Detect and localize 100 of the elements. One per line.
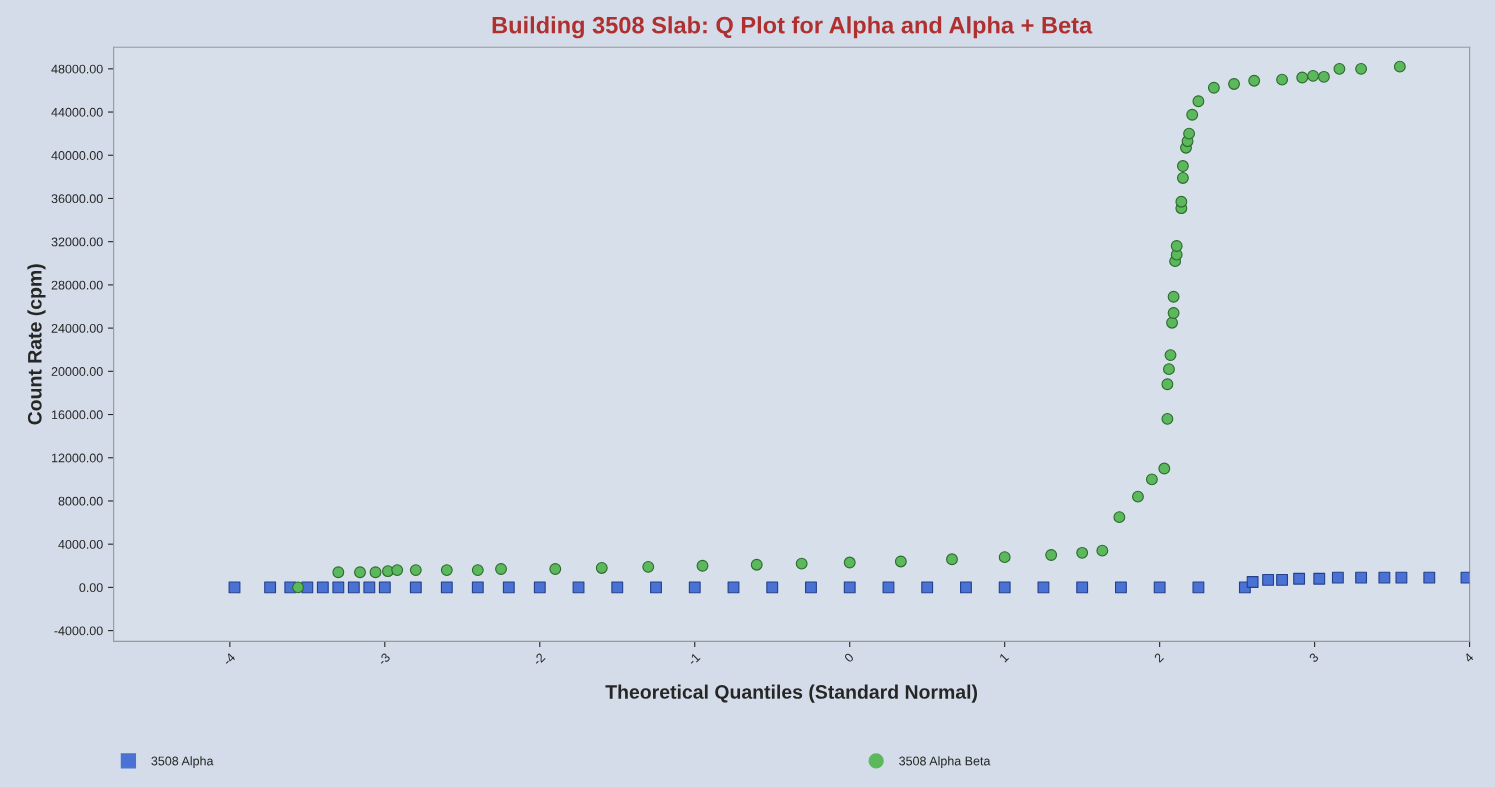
point — [332, 581, 345, 594]
point — [1228, 78, 1240, 90]
point — [1153, 581, 1166, 594]
y-tick-label: 44000.00 — [51, 107, 103, 117]
point — [1262, 573, 1275, 586]
point — [1293, 572, 1306, 585]
y-tick-label: 8000.00 — [58, 496, 103, 506]
point — [642, 560, 655, 573]
point — [440, 581, 453, 594]
x-tick-label: -3 — [377, 652, 391, 666]
point — [1076, 546, 1089, 559]
point — [471, 564, 484, 577]
point — [921, 581, 934, 594]
point — [1276, 73, 1289, 86]
point — [1423, 571, 1436, 584]
legend-label: 3508 Alpha Beta — [899, 756, 991, 768]
point — [1045, 549, 1058, 561]
point — [894, 555, 907, 568]
point — [1176, 172, 1189, 184]
point — [946, 553, 958, 566]
y-tick-label: -4000.00 — [54, 626, 103, 636]
x-tick-label: 3 — [1308, 652, 1320, 663]
x-tick-label: 1 — [999, 652, 1009, 663]
y-tick-label: 28000.00 — [51, 280, 103, 290]
x-tick-label: -4 — [222, 652, 236, 666]
point — [471, 581, 484, 594]
point — [440, 564, 453, 577]
point — [1355, 571, 1368, 584]
y-tick-label: 48000.00 — [51, 64, 103, 74]
point — [369, 566, 382, 579]
y-tick-label: 32000.00 — [51, 237, 103, 247]
point — [1276, 573, 1289, 586]
point — [1132, 490, 1144, 503]
point — [1164, 349, 1177, 362]
point — [1186, 108, 1199, 121]
point — [228, 581, 241, 594]
point — [998, 551, 1011, 564]
point — [1192, 581, 1205, 594]
point — [1393, 60, 1406, 73]
y-axis-title: Count Rate (cpm) — [27, 264, 46, 425]
point — [292, 581, 304, 594]
point — [843, 581, 856, 594]
point — [1163, 363, 1175, 376]
y-tick-label: 16000.00 — [52, 410, 103, 420]
point — [1096, 544, 1109, 557]
point — [1192, 95, 1205, 108]
point — [354, 566, 366, 579]
y-tick-label: 12000.00 — [52, 453, 103, 463]
y-tick-label: 0.00 — [79, 583, 103, 593]
point — [1331, 571, 1344, 584]
point — [1246, 576, 1259, 588]
point — [533, 581, 546, 594]
point — [495, 563, 507, 575]
point — [1037, 581, 1050, 594]
point — [795, 557, 808, 570]
point — [1170, 240, 1183, 252]
point — [727, 581, 740, 594]
point — [805, 581, 817, 594]
point — [409, 581, 422, 594]
point — [1317, 70, 1330, 83]
y-tick-label: 4000.00 — [58, 539, 103, 549]
chart-title: Building 3508 Slab: Q Plot for Alpha and Alpha + Beta — [492, 16, 1093, 39]
y-tick-label: 24000.00 — [51, 323, 103, 333]
x-tick-label: 2 — [1153, 652, 1164, 663]
x-tick-label: -2 — [532, 652, 546, 666]
point — [650, 581, 662, 594]
point — [960, 581, 972, 594]
y-tick-label: 20000.00 — [51, 367, 103, 376]
point — [688, 581, 701, 594]
point — [502, 581, 515, 594]
point — [998, 581, 1011, 594]
point — [766, 581, 779, 594]
point — [882, 581, 895, 594]
point — [1333, 62, 1346, 75]
x-axis-title: Theoretical Quantiles (Standard Normal) — [605, 684, 978, 703]
point — [1395, 571, 1408, 584]
point — [611, 581, 624, 594]
point — [750, 558, 763, 571]
point — [549, 563, 562, 575]
point — [391, 564, 404, 577]
point — [1166, 316, 1178, 329]
point — [1355, 62, 1368, 75]
point — [332, 566, 345, 579]
point — [1175, 195, 1188, 208]
point — [378, 581, 391, 594]
point — [1167, 307, 1180, 319]
point — [1378, 571, 1391, 584]
point — [1145, 473, 1158, 486]
point — [572, 581, 585, 594]
point — [1296, 71, 1309, 84]
y-tick-label: 40000.00 — [51, 151, 103, 160]
point — [1207, 81, 1220, 94]
point — [1161, 378, 1174, 391]
point — [1307, 69, 1320, 82]
point — [316, 581, 329, 594]
point — [696, 559, 709, 572]
point — [264, 581, 277, 594]
x-tick-label: 4 — [1463, 652, 1475, 663]
point — [595, 562, 608, 574]
legend-label: 3508 Alpha — [151, 756, 214, 768]
